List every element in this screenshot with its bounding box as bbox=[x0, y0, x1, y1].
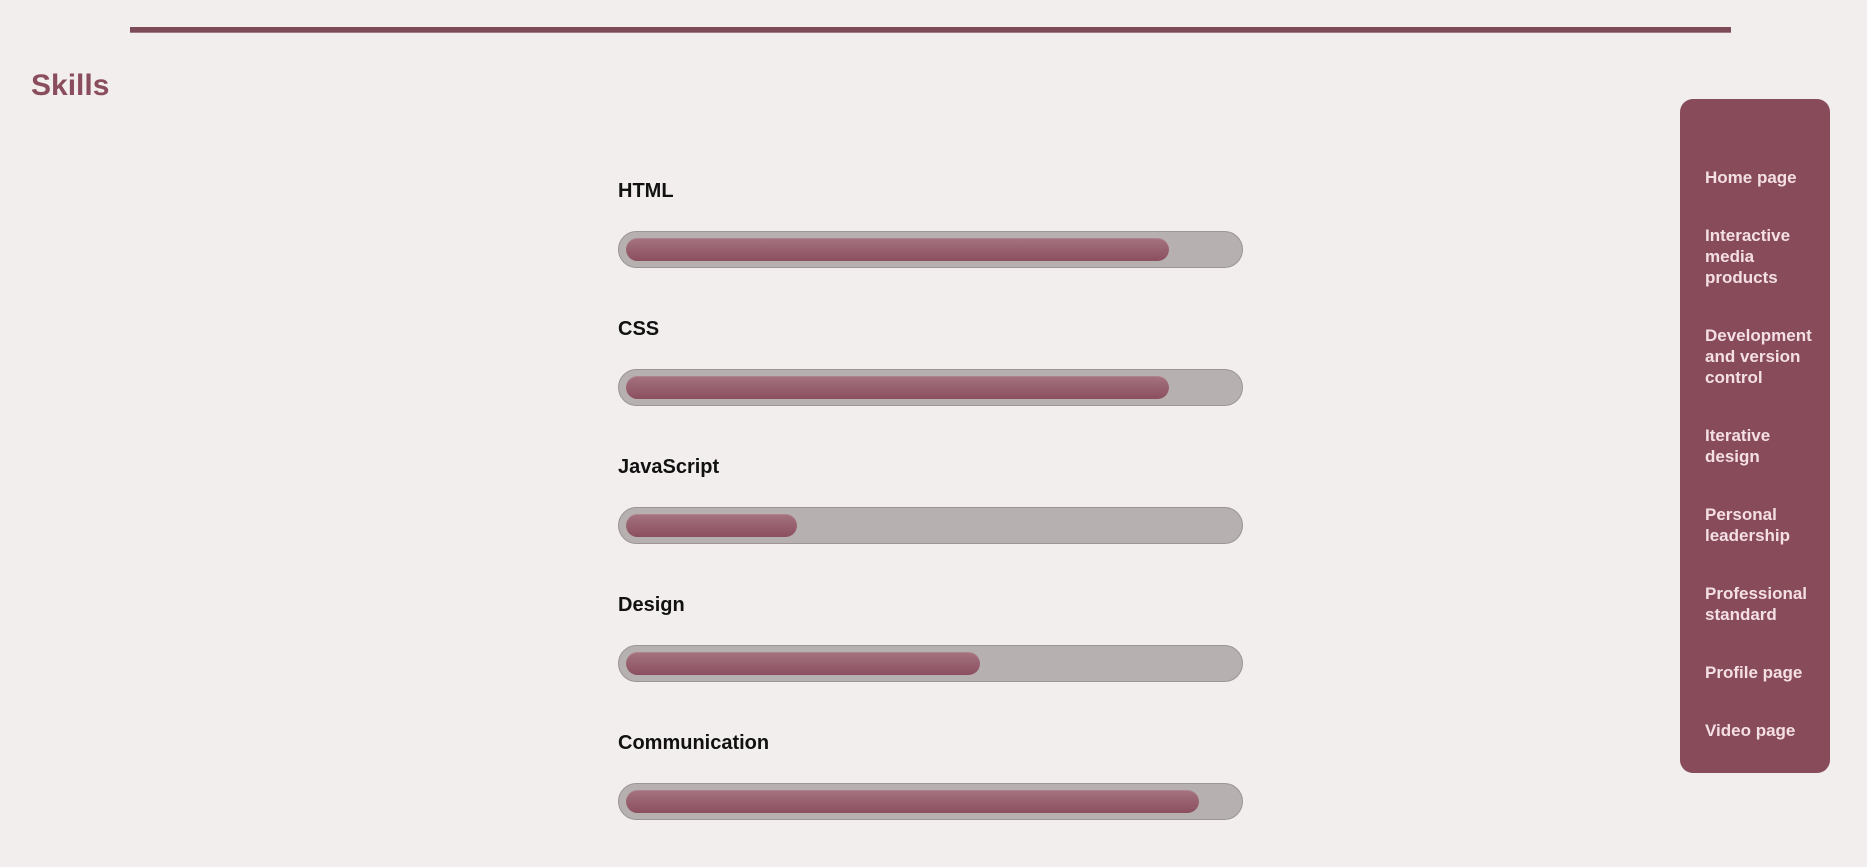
skill-item-design: Design bbox=[618, 591, 1243, 729]
skill-progress-track bbox=[618, 231, 1243, 268]
skill-label: JavaScript bbox=[618, 456, 720, 478]
skill-item-html: HTML bbox=[618, 177, 1243, 315]
nav-link-professional-standard[interactable]: Professional standard bbox=[1705, 584, 1808, 624]
nav-link-profile-page[interactable]: Profile page bbox=[1705, 663, 1803, 682]
skill-progress-track bbox=[618, 369, 1243, 406]
nav-link-interactive-media-products[interactable]: Interactive media products bbox=[1705, 226, 1791, 287]
skill-progress-fill bbox=[626, 376, 1169, 399]
nav-link-home-page[interactable]: Home page bbox=[1705, 168, 1797, 187]
skill-item-communication: Communication bbox=[618, 729, 1243, 867]
skill-progress-fill bbox=[626, 790, 1199, 813]
skills-list: HTML CSS JavaScript Design Communication bbox=[618, 177, 1243, 867]
skill-item-javascript: JavaScript bbox=[618, 453, 1243, 591]
skill-label: Design bbox=[618, 594, 685, 616]
skill-progress-fill bbox=[626, 514, 797, 537]
skill-progress-track bbox=[618, 507, 1243, 544]
nav-link-iterative-design[interactable]: Iterative design bbox=[1705, 426, 1771, 466]
nav-link-personal-leadership[interactable]: Personal leadership bbox=[1705, 505, 1791, 545]
skill-progress-track bbox=[618, 645, 1243, 682]
skill-label: CSS bbox=[618, 318, 660, 340]
page-title: Skills bbox=[31, 69, 110, 102]
nav-link-development-and-version-control[interactable]: Development and version control bbox=[1705, 326, 1812, 387]
skill-progress-fill bbox=[626, 652, 980, 675]
skill-progress-fill bbox=[626, 238, 1169, 261]
nav-link-video-page[interactable]: Video page bbox=[1705, 721, 1796, 740]
top-divider bbox=[130, 27, 1731, 33]
skill-item-css: CSS bbox=[618, 315, 1243, 453]
skill-label: HTML bbox=[618, 180, 674, 202]
skill-label: Communication bbox=[618, 732, 770, 754]
skill-progress-track bbox=[618, 783, 1243, 820]
side-navigation: Home page Interactive media products Dev… bbox=[1680, 99, 1830, 773]
